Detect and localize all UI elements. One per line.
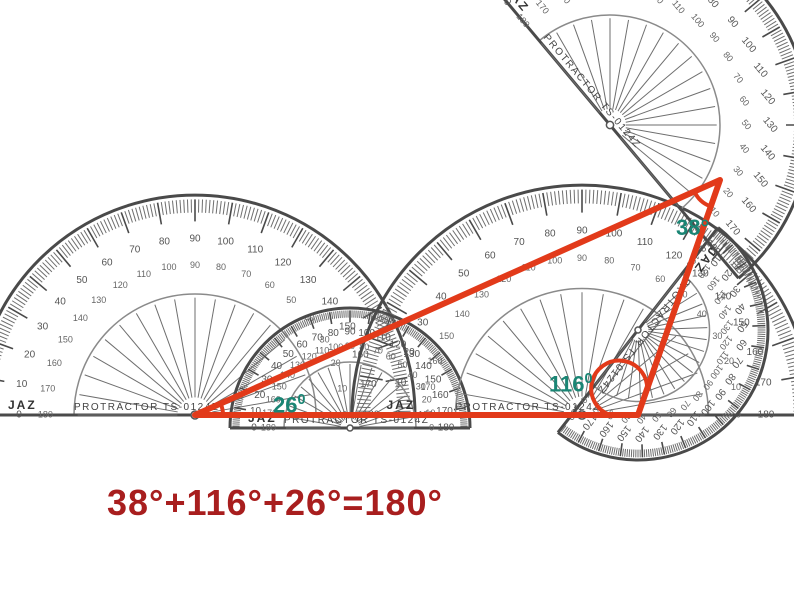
- angle-b-label: 1160: [549, 371, 592, 397]
- angle-a-label: 260: [273, 392, 305, 418]
- equation-text: 38°+116°+26°=180°: [107, 482, 443, 524]
- angle-a-value: 26: [273, 392, 297, 417]
- angle-c-label: 38°: [676, 215, 709, 241]
- diagram-stage: 0180101702016030150401405013060120701108…: [0, 0, 794, 596]
- angle-a-deg: 0: [297, 392, 305, 408]
- angle-c-value: 38°: [676, 215, 709, 240]
- angle-b-value: 116: [549, 371, 585, 396]
- angle-b-deg: 0: [585, 371, 593, 387]
